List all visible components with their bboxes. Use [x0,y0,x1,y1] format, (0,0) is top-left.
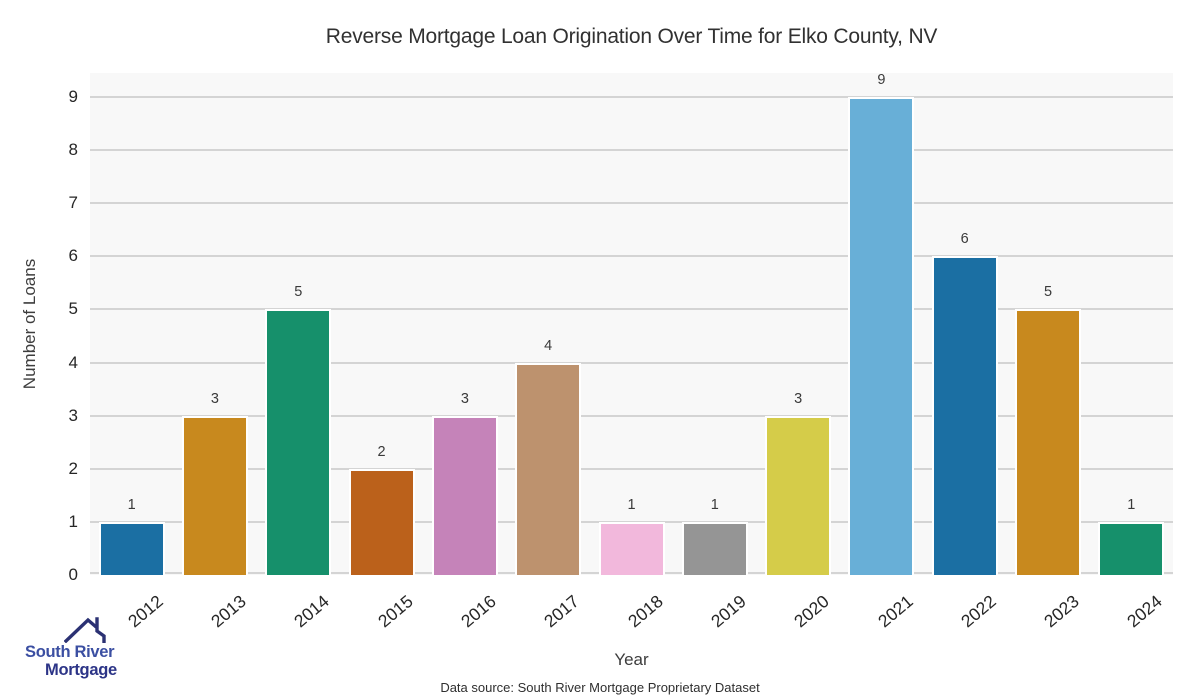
bar-value-label-2017: 4 [544,338,553,354]
bar-value-label-2022: 6 [960,231,969,247]
gridline-y-6 [90,255,1173,258]
xtick-label-2013: 2013 [207,591,250,632]
xtick-label-2018: 2018 [623,591,667,632]
bar-value-label-2015: 2 [377,444,386,460]
bar-value-label-2024: 1 [1127,497,1136,513]
xtick-label-2020: 2020 [790,591,833,632]
ytick-label-6: 6 [68,246,78,266]
bar-2016 [431,416,498,575]
gridline-y-7 [90,202,1173,205]
ytick-label-1: 1 [68,511,78,531]
chart-title: Reverse Mortgage Loan Origination Over T… [325,25,938,48]
bar-2017 [515,363,582,575]
bar-value-label-2014: 5 [294,284,303,300]
ytick-label-4: 4 [68,352,78,372]
gridline-y-5 [90,308,1173,311]
ytick-label-9: 9 [68,87,78,107]
plot-area [90,73,1173,575]
xtick-label-2022: 2022 [956,591,1000,632]
bar-value-label-2013: 3 [210,391,219,407]
bar-2021 [848,97,915,575]
xtick-label-2019: 2019 [706,591,750,632]
xtick-label-2015: 2015 [373,591,417,632]
bar-2022 [931,256,998,575]
gridline-y-8 [90,149,1173,152]
bar-2015 [348,469,415,575]
company-logo: South River Mortgage [25,616,135,680]
data-source-note: Data source: South River Mortgage Propri… [440,680,760,695]
logo-text-line1: South River [25,643,115,661]
ytick-label-8: 8 [68,140,78,160]
bar-2019 [681,522,748,575]
ytick-label-7: 7 [68,193,78,213]
ytick-label-2: 2 [68,458,78,478]
bar-value-label-2020: 3 [794,391,803,407]
xtick-label-2021: 2021 [873,591,917,632]
gridline-y-2 [90,467,1173,470]
logo-text-line2: Mortgage [45,661,117,679]
x-axis-title: Year [614,650,649,669]
bar-value-label-2019: 1 [710,497,719,513]
bar-value-label-2023: 5 [1043,284,1053,300]
bar-value-label-2021: 9 [877,72,886,88]
house-roof-icon [64,617,106,643]
bar-value-label-2018: 1 [627,497,636,513]
xtick-label-2017: 2017 [540,591,584,632]
gridline-y-1 [90,520,1173,523]
xtick-label-2014: 2014 [290,591,334,632]
xtick-label-2016: 2016 [457,591,500,632]
bar-2014 [265,309,332,575]
bar-2023 [1015,309,1082,575]
bar-value-label-2012: 1 [127,497,136,513]
gridline-y-3 [90,414,1173,417]
bar-2020 [765,416,832,575]
bar-2012 [98,522,165,575]
gridline-y-4 [90,361,1173,364]
xtick-label-2024: 2024 [1123,591,1167,632]
bar-2024 [1098,522,1165,575]
bar-2013 [181,416,248,575]
gridline-y-9 [90,96,1173,99]
bar-2018 [598,522,665,575]
ytick-label-5: 5 [68,299,78,319]
ytick-label-3: 3 [68,405,78,425]
bar-value-label-2016: 3 [460,391,469,407]
ytick-label-0: 0 [68,565,78,584]
xtick-label-2023: 2023 [1040,591,1083,632]
